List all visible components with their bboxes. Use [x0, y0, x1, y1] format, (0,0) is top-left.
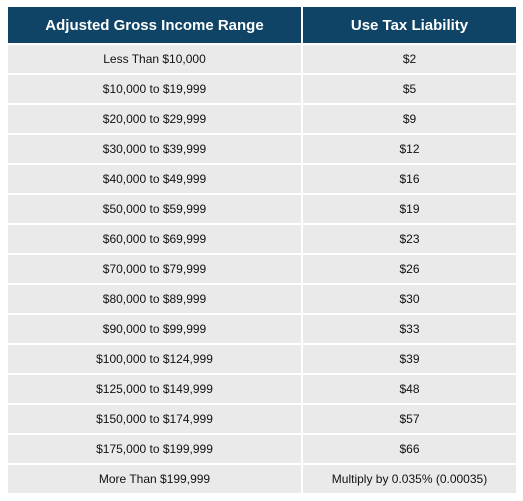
tax-liability-cell: $12: [302, 134, 516, 165]
tax-liability-cell: $19: [302, 194, 516, 225]
table-row: $10,000 to $19,999 $5: [8, 74, 516, 105]
income-range-cell: $100,000 to $124,999: [8, 344, 303, 375]
table-row: $80,000 to $89,999 $30: [8, 284, 516, 315]
table-row: $30,000 to $39,999 $12: [8, 134, 516, 165]
table-row: $175,000 to $199,999 $66: [8, 434, 516, 465]
income-range-cell: $40,000 to $49,999: [8, 164, 303, 195]
income-range-cell: $70,000 to $79,999: [8, 254, 303, 285]
tax-liability-cell: $30: [302, 284, 516, 315]
income-range-cell: $60,000 to $69,999: [8, 224, 303, 255]
table-row: $70,000 to $79,999 $26: [8, 254, 516, 285]
tax-liability-cell: $9: [302, 104, 516, 135]
table-row: More Than $199,999 Multiply by 0.035% (0…: [8, 464, 516, 493]
tax-liability-cell: $48: [302, 374, 516, 405]
income-range-cell: $20,000 to $29,999: [8, 104, 303, 135]
table-row: Less Than $10,000 $2: [8, 44, 516, 75]
tax-liability-cell: $2: [302, 44, 516, 75]
income-range-cell: $125,000 to $149,999: [8, 374, 303, 405]
table-row: $125,000 to $149,999 $48: [8, 374, 516, 405]
income-range-cell: $50,000 to $59,999: [8, 194, 303, 225]
income-range-cell: $30,000 to $39,999: [8, 134, 303, 165]
income-range-cell: $10,000 to $19,999: [8, 74, 303, 105]
header-income-range: Adjusted Gross Income Range: [8, 7, 303, 45]
tax-liability-cell: $5: [302, 74, 516, 105]
tax-liability-cell: $23: [302, 224, 516, 255]
income-range-cell: $90,000 to $99,999: [8, 314, 303, 345]
table-row: $60,000 to $69,999 $23: [8, 224, 516, 255]
income-range-cell: More Than $199,999: [8, 464, 303, 493]
income-range-cell: Less Than $10,000: [8, 44, 303, 75]
table-row: $90,000 to $99,999 $33: [8, 314, 516, 345]
tax-liability-cell: $66: [302, 434, 516, 465]
use-tax-table: Adjusted Gross Income Range Use Tax Liab…: [8, 7, 516, 493]
table-row: $100,000 to $124,999 $39: [8, 344, 516, 375]
tax-liability-cell: Multiply by 0.035% (0.00035): [302, 464, 516, 493]
use-tax-table-container: Adjusted Gross Income Range Use Tax Liab…: [8, 7, 516, 493]
income-range-cell: $175,000 to $199,999: [8, 434, 303, 465]
table-row: $50,000 to $59,999 $19: [8, 194, 516, 225]
tax-liability-cell: $39: [302, 344, 516, 375]
income-range-cell: $80,000 to $89,999: [8, 284, 303, 315]
table-row: $20,000 to $29,999 $9: [8, 104, 516, 135]
header-tax-liability: Use Tax Liability: [302, 7, 516, 45]
tax-liability-cell: $26: [302, 254, 516, 285]
income-range-cell: $150,000 to $174,999: [8, 404, 303, 435]
tax-liability-cell: $16: [302, 164, 516, 195]
table-row: $150,000 to $174,999 $57: [8, 404, 516, 435]
table-header-row: Adjusted Gross Income Range Use Tax Liab…: [8, 7, 516, 45]
tax-liability-cell: $33: [302, 314, 516, 345]
tax-liability-cell: $57: [302, 404, 516, 435]
table-row: $40,000 to $49,999 $16: [8, 164, 516, 195]
